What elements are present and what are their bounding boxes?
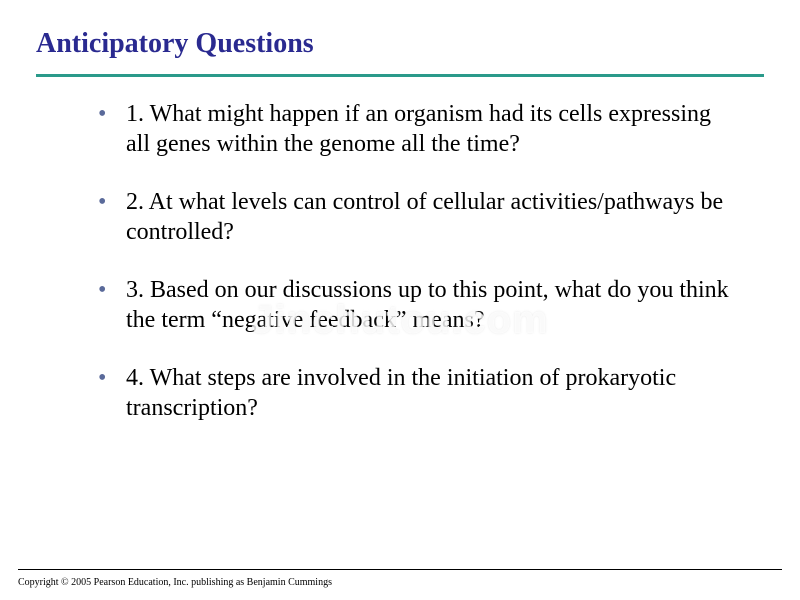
list-item-text: 2. At what levels can control of cellula… [126,189,723,245]
bullet-icon: • [98,99,106,129]
list-item: • 3. Based on our discussions up to this… [98,275,732,335]
slide-title: Anticipatory Questions [36,28,764,60]
list-item: • 4. What steps are involved in the init… [98,363,732,423]
bullet-icon: • [98,187,106,217]
list-item-text: 4. What steps are involved in the initia… [126,365,676,421]
bullet-icon: • [98,363,106,393]
footer-divider [18,569,782,570]
title-underline [36,74,764,77]
list-item: • 1. What might happen if an organism ha… [98,99,732,159]
list-item-text: 3. Based on our discussions up to this p… [126,277,729,333]
copyright-text: Copyright © 2005 Pearson Education, Inc.… [18,577,332,588]
list-item-text: 1. What might happen if an organism had … [126,101,711,157]
bullet-icon: • [98,275,106,305]
list-item: • 2. At what levels can control of cellu… [98,187,732,247]
content-area: • 1. What might happen if an organism ha… [36,99,764,423]
slide: Anticipatory Questions • 1. What might h… [0,0,800,600]
